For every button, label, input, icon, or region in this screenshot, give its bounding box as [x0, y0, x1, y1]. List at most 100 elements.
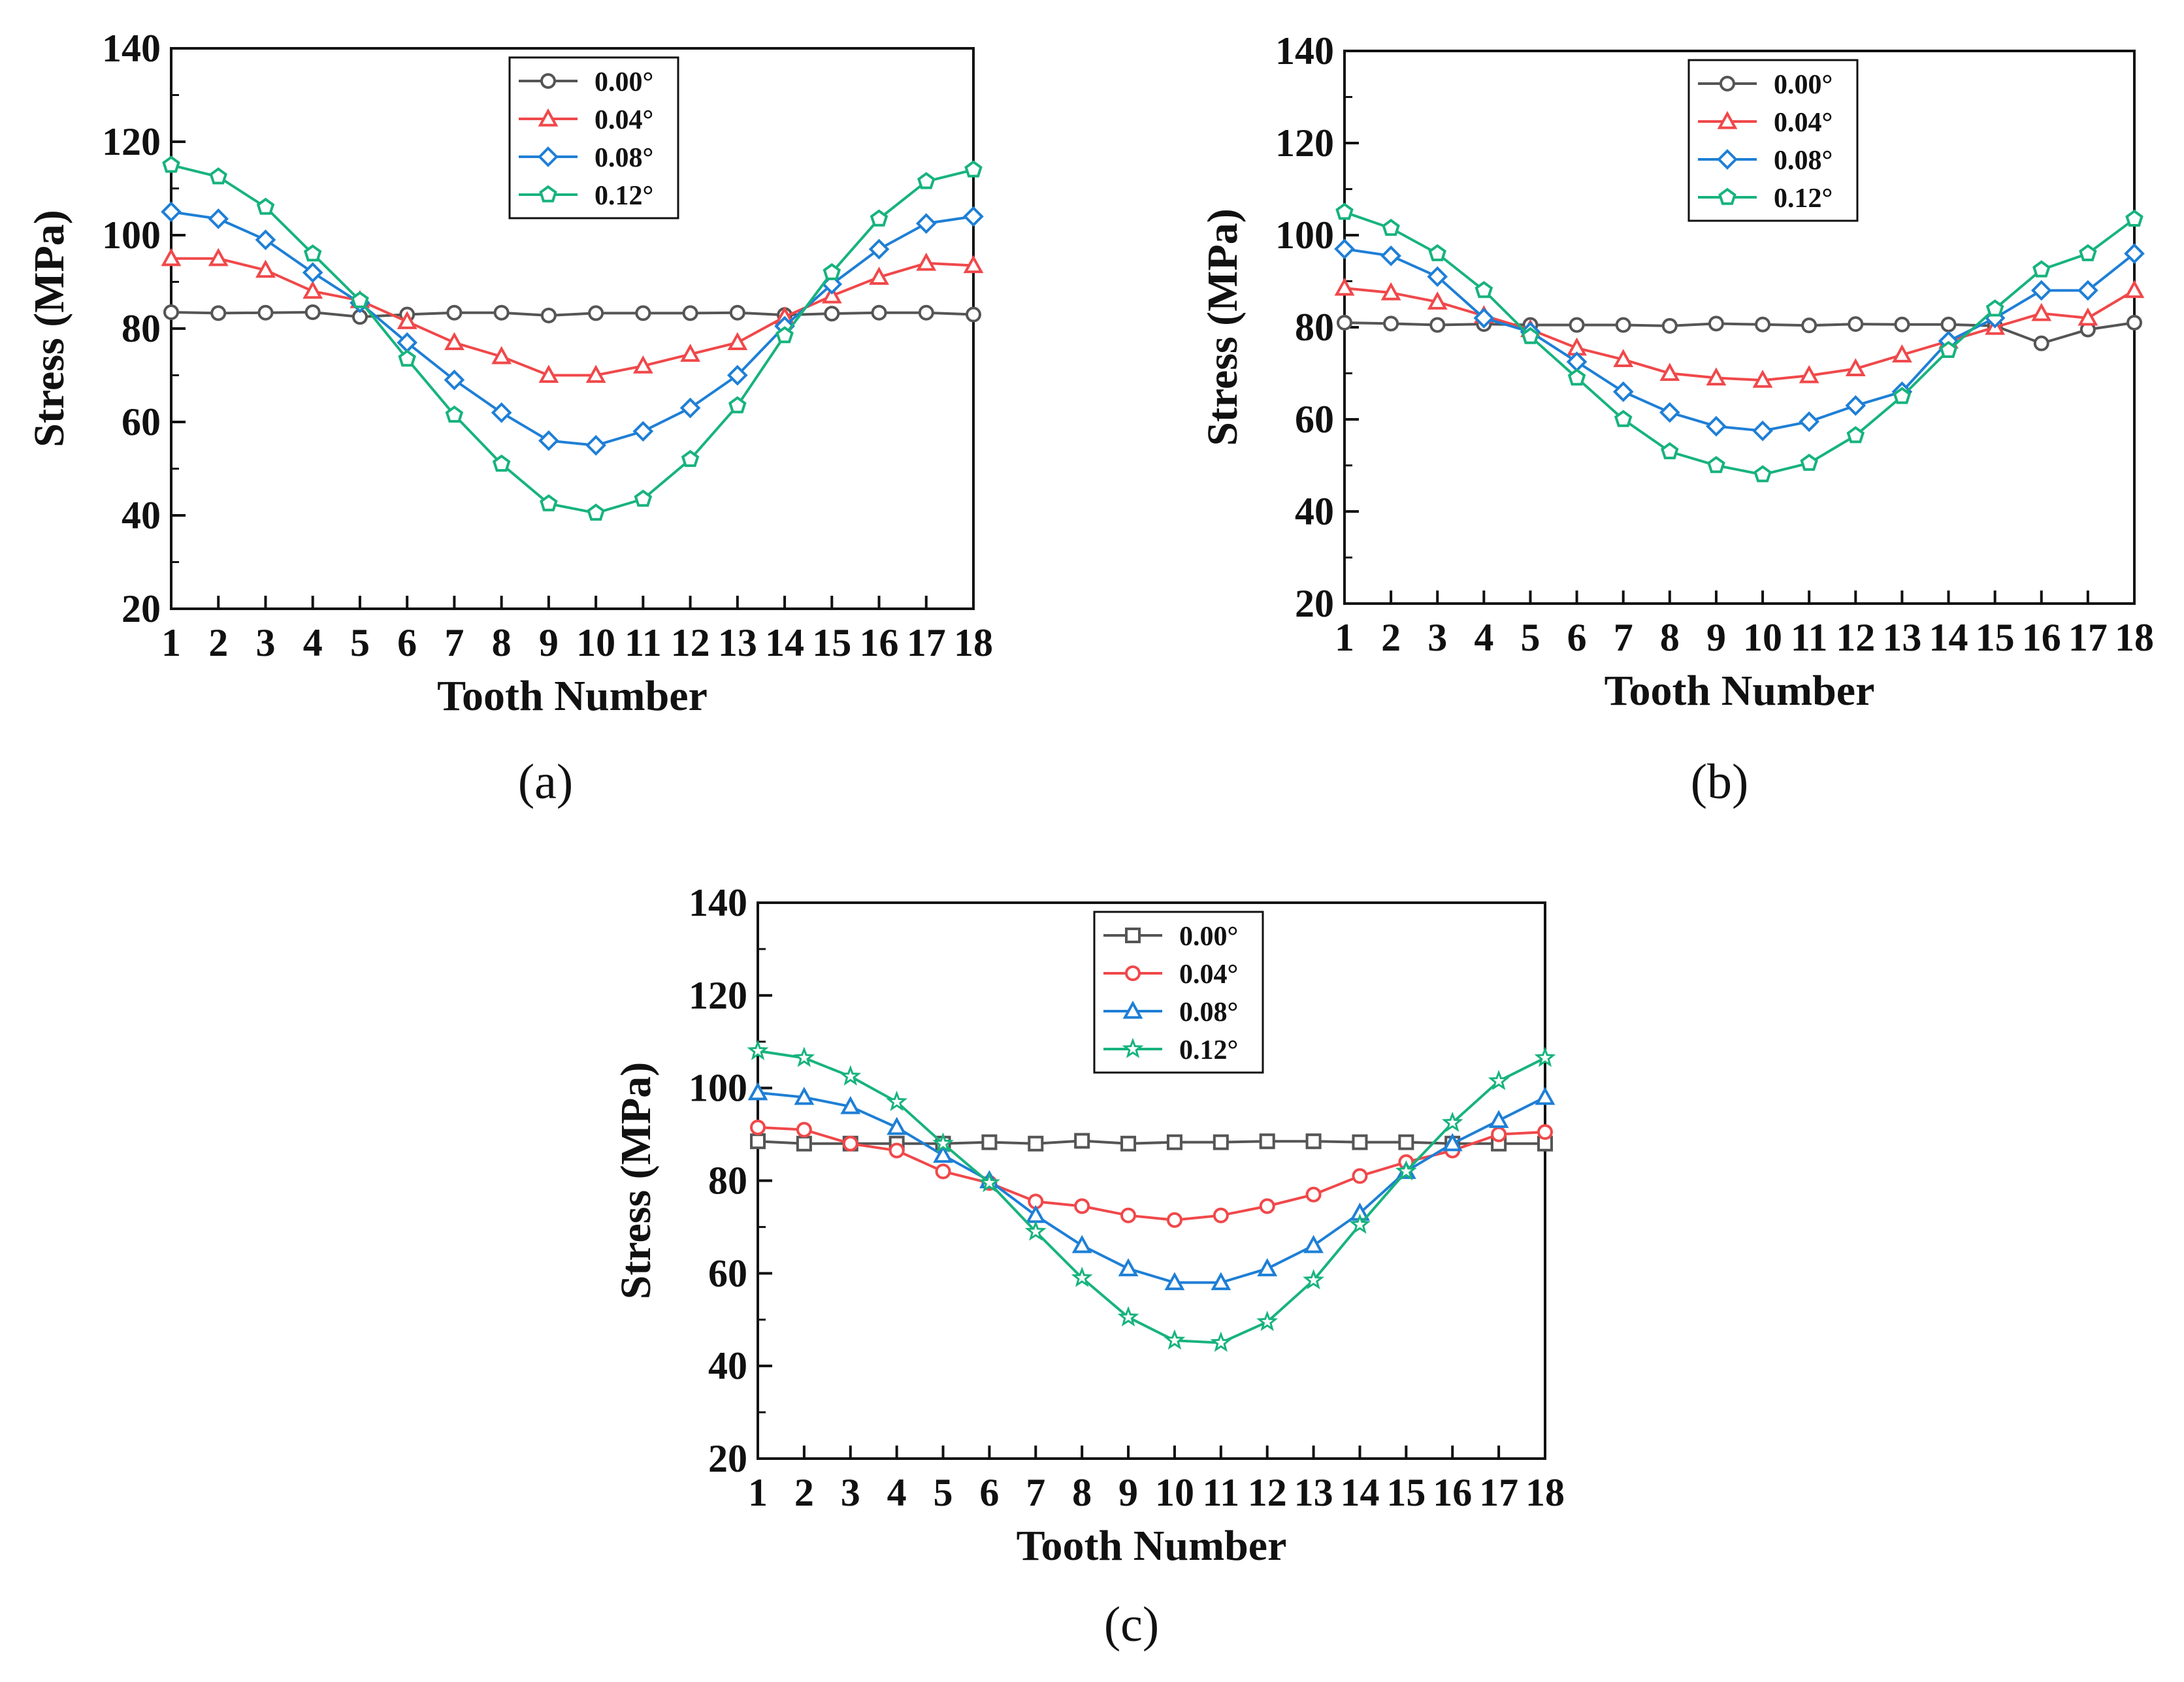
series-0.12° [162, 155, 983, 521]
legend-marker [538, 108, 559, 127]
data-point [963, 206, 984, 227]
x-tick-label: 18 [1525, 1471, 1565, 1514]
legend-marker [540, 73, 556, 89]
data-point [1893, 387, 1912, 404]
data-point [1024, 1220, 1047, 1241]
y-tick-label: 120 [1275, 121, 1334, 165]
x-tick-label: 17 [1479, 1471, 1518, 1514]
data-point [1166, 1134, 1182, 1150]
data-point [1028, 1135, 1044, 1152]
series-line [171, 163, 974, 515]
x-tick-label: 12 [671, 621, 710, 664]
series-line [1344, 248, 2136, 432]
data-point [585, 364, 606, 383]
data-point [823, 263, 841, 280]
legend-marker [1122, 1000, 1143, 1019]
data-point [1256, 1310, 1279, 1331]
data-point [351, 291, 369, 308]
x-tick-label: 14 [765, 621, 804, 664]
data-point [1398, 1134, 1414, 1150]
x-tick-label: 16 [860, 621, 899, 664]
x-tick-label: 8 [1072, 1471, 1092, 1514]
data-point [1352, 1134, 1368, 1150]
y-tick-label: 60 [1295, 398, 1334, 441]
data-point [1337, 314, 1352, 331]
data-point [1213, 1134, 1229, 1150]
data-point [964, 160, 983, 178]
y-tick-label: 80 [122, 307, 161, 350]
x-tick-label: 18 [2115, 616, 2154, 659]
series-line [757, 1049, 1546, 1344]
data-point [1521, 327, 1540, 344]
y-tick-label: 120 [689, 974, 747, 1017]
data-point [587, 503, 605, 521]
y-tick-label: 80 [708, 1159, 747, 1203]
data-point [1259, 1198, 1275, 1214]
y-tick-label: 20 [1295, 582, 1334, 625]
data-point [208, 248, 229, 267]
data-point [1706, 415, 1727, 437]
data-point [1566, 351, 1588, 372]
data-point [1491, 1126, 1507, 1142]
data-point [1164, 1272, 1185, 1291]
data-point [255, 229, 276, 250]
x-tick-label: 16 [1433, 1471, 1472, 1514]
data-point [492, 454, 511, 472]
data-point [2032, 260, 2051, 278]
data-point [1706, 367, 1727, 386]
legend-box [1687, 59, 1859, 222]
x-tick-label: 13 [1294, 1471, 1333, 1514]
data-point [1799, 364, 1819, 383]
data-point [444, 332, 465, 351]
series-line [757, 1139, 1545, 1145]
legend-marker [1125, 928, 1141, 943]
data-point [493, 304, 510, 321]
data-point [2030, 280, 2052, 301]
data-point [585, 434, 606, 456]
data-point [1120, 1135, 1137, 1152]
x-tick-label: 7 [1026, 1471, 1045, 1514]
data-point [1383, 315, 1399, 332]
data-point [978, 1171, 1000, 1193]
x-tick-label: 9 [1706, 616, 1726, 659]
data-point [540, 494, 558, 511]
x-tick-label: 15 [1976, 616, 2015, 659]
x-tick-label: 6 [397, 621, 417, 664]
series-line [171, 310, 974, 319]
data-point [1613, 349, 1634, 367]
legend-label: 0.12° [595, 181, 653, 211]
legend-marker [1717, 149, 1738, 170]
legend-marker [538, 146, 559, 167]
data-point [302, 280, 323, 299]
y-tick-label: 140 [689, 881, 747, 924]
data-point [1752, 420, 1773, 442]
data-point [1305, 1133, 1322, 1150]
y-tick-label: 120 [102, 120, 161, 163]
data-point [824, 306, 840, 322]
data-point [255, 259, 276, 278]
data-point [1427, 291, 1448, 310]
legend-marker [1718, 187, 1736, 205]
data-point [161, 201, 182, 223]
data-point [681, 449, 700, 467]
data-point [1612, 381, 1634, 402]
legend-label: 0.04° [1774, 108, 1833, 138]
series-0.00° [1337, 314, 2142, 351]
data-point [1708, 315, 1724, 332]
x-tick-label: 17 [907, 621, 946, 664]
data-point [747, 1039, 769, 1060]
x-tick-label: 16 [2022, 616, 2061, 659]
data-point [163, 304, 179, 320]
data-point [796, 1122, 812, 1138]
y-tick-label: 60 [708, 1252, 747, 1295]
data-point [1846, 426, 1865, 444]
data-point [1661, 442, 1679, 460]
x-axis-title: Tooth Number [437, 672, 708, 720]
data-point [932, 1132, 954, 1153]
series-0.08° [747, 1082, 1556, 1291]
data-point [1380, 245, 1401, 267]
data-point [839, 1065, 862, 1086]
data-point [1211, 1272, 1231, 1291]
x-tick-label: 7 [444, 621, 464, 664]
